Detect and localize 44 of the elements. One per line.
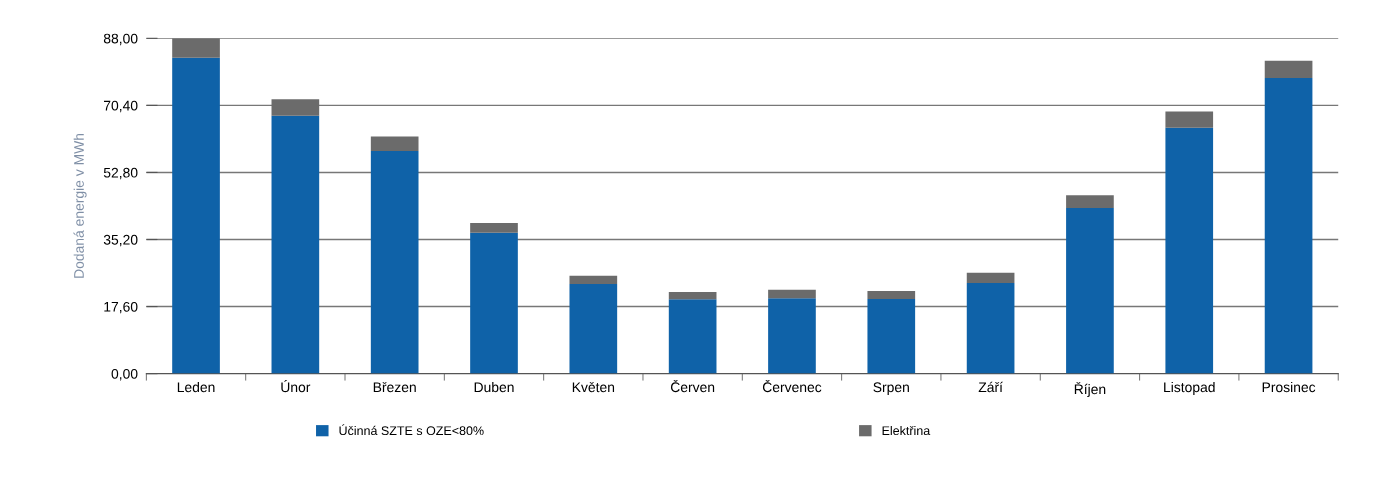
x-tick-label: Duben	[474, 381, 514, 393]
x-tick-label: Září	[978, 381, 1003, 393]
bar	[470, 223, 518, 233]
bar	[271, 115, 320, 374]
bar	[1264, 60, 1313, 78]
bar	[867, 290, 916, 299]
y-tick-label: 17,60	[104, 301, 138, 314]
bar	[569, 284, 618, 374]
bar	[1066, 207, 1114, 374]
bar	[569, 275, 618, 285]
bar	[172, 38, 220, 58]
x-tick-label: Říjen	[1074, 381, 1106, 397]
bar	[1066, 195, 1114, 208]
bar	[370, 136, 419, 152]
bar	[768, 289, 816, 299]
x-tick-label: Listopad	[1164, 381, 1215, 395]
y-tick-label: 0,00	[111, 368, 138, 381]
y-tick-label: 70,40	[104, 100, 138, 113]
y-tick-label: 88,00	[103, 33, 138, 46]
bar	[1165, 127, 1214, 374]
y-axis-title: Dodaná energie v MWh	[73, 133, 87, 278]
bar	[668, 299, 717, 374]
x-tick-label: Srpen	[873, 382, 909, 395]
bar	[1165, 111, 1214, 128]
y-tick-label: 52,80	[103, 167, 138, 180]
bar	[966, 282, 1015, 374]
x-tick-label: Únor	[281, 379, 311, 393]
x-tick-label: Leden	[177, 381, 215, 393]
bar	[668, 292, 717, 300]
legend-label: Elektřina	[882, 425, 931, 436]
bar	[172, 57, 220, 374]
bar	[370, 151, 419, 374]
bar	[966, 272, 1015, 283]
bar	[470, 232, 518, 374]
bar	[768, 298, 816, 374]
x-tick-label: Prosinec	[1262, 381, 1316, 393]
x-tick-label: Březen	[373, 381, 416, 393]
x-tick-label: Květen	[572, 381, 615, 393]
bar	[1264, 77, 1313, 374]
bar	[867, 298, 916, 374]
y-tick-label: 35,20	[103, 234, 138, 247]
legend-label: Účinná SZTE s OZE<80%	[339, 424, 484, 436]
x-tick-label: Červenec	[762, 379, 822, 393]
x-tick-label: Červen	[670, 379, 715, 393]
